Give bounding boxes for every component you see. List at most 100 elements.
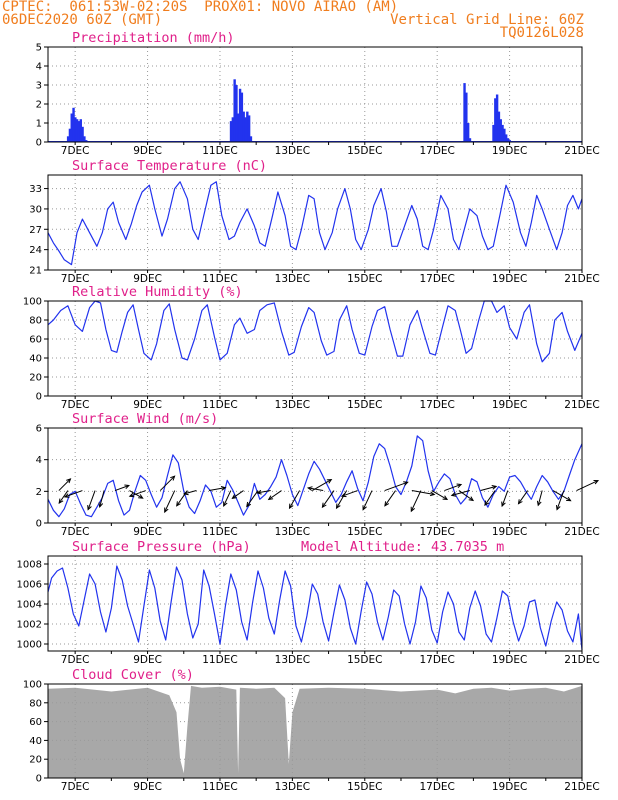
wind-vector-arrow: [128, 490, 146, 498]
wind-arrow-shaft: [223, 490, 232, 507]
rh-xtick-label: 7DEC: [61, 399, 90, 411]
wind-arrow-shaft: [321, 490, 335, 508]
temp-xtick-label: 11DEC: [202, 273, 237, 285]
precip-bar: [229, 121, 233, 142]
wind-arrow-shaft: [268, 490, 282, 500]
precip-bar: [77, 121, 81, 142]
wind-vector-arrow: [306, 486, 324, 492]
rh-ytick-label: 60: [29, 335, 42, 346]
precip-xtick-label: 17DEC: [419, 145, 454, 157]
wind-xtick-label: 13DEC: [275, 526, 310, 538]
wind-vector-arrow: [458, 490, 475, 502]
precip-bar: [494, 98, 497, 142]
wind-ytick-label: 0: [36, 519, 42, 530]
cloud-frame: [47, 683, 583, 779]
precip-bar: [463, 83, 466, 142]
pressure-xtick-label: 19DEC: [492, 654, 527, 666]
pressure-line: [47, 565, 583, 651]
cloud-title: Cloud Cover (%): [72, 667, 194, 683]
wind-vector-arrow: [431, 490, 449, 500]
wind-arrow-head: [170, 475, 176, 481]
wind-arrow-shaft: [410, 490, 422, 512]
pressure-xtick-label: 9DEC: [133, 654, 162, 666]
rh-ytick-label: 20: [29, 373, 42, 384]
temp-ytick-label: 27: [29, 225, 42, 236]
precip-bar: [66, 136, 70, 142]
cloud-ytick-label: 20: [29, 755, 42, 766]
wind-arrow-shaft: [518, 490, 529, 505]
wind-vector-arrow: [536, 490, 543, 507]
pressure-xtick-label: 21DEC: [564, 654, 599, 666]
precip-bar: [238, 88, 242, 142]
wind-ytick-label: 6: [36, 424, 42, 435]
cloud-xtick-label: 21DEC: [564, 781, 599, 793]
pressure-xtick-label: 17DEC: [419, 654, 454, 666]
rh-title: Relative Humidity (%): [72, 284, 243, 300]
pressure-ytick-label: 1002: [17, 620, 42, 631]
precip-bar: [233, 79, 236, 142]
wind-arrow-shaft: [444, 483, 462, 492]
wind-arrow-head: [87, 505, 92, 511]
wind-arrow-head: [326, 479, 333, 484]
precip-bar: [465, 92, 468, 142]
temp-frame: [47, 174, 583, 271]
wind-xtick-label: 21DEC: [564, 526, 599, 538]
wind-vector-arrow: [209, 486, 227, 492]
wind-arrow-shaft: [99, 490, 105, 508]
header-location: CPTEC: 061:53W-02:20S PROX01: NOVO AIRAO…: [2, 0, 399, 15]
precip-bar: [74, 117, 77, 142]
wind-vector-arrow: [501, 490, 509, 508]
cloud-xtick-label: 7DEC: [61, 781, 90, 793]
precip-bar: [237, 113, 240, 142]
pressure-xtick-label: 13DEC: [275, 654, 310, 666]
precip-bar: [81, 126, 84, 142]
precip-bar: [70, 113, 73, 142]
wind-line: [47, 435, 583, 518]
precip-bar: [506, 138, 510, 142]
wind-arrow-shaft: [308, 487, 324, 492]
pressure-xtick-label: 11DEC: [202, 654, 237, 666]
wind-arrow-head: [306, 486, 313, 491]
wind-vector-arrow: [288, 490, 301, 510]
wind-title: Surface Wind (m/s): [72, 411, 218, 427]
wind-vector-arrow: [321, 490, 335, 509]
precip-ytick-label: 3: [36, 81, 42, 92]
temp-xtick-label: 21DEC: [564, 273, 599, 285]
wind-xtick-label: 7DEC: [61, 526, 90, 538]
wind-arrow-head: [403, 481, 409, 486]
wind-arrow-head: [321, 502, 327, 509]
wind-arrow-shaft: [232, 490, 244, 499]
wind-arrow-head: [220, 486, 227, 491]
wind-arrow-shaft: [87, 490, 96, 510]
wind-arrow-shaft: [484, 490, 496, 506]
rh-xtick-label: 9DEC: [133, 399, 162, 411]
wind-vector-arrow: [164, 490, 176, 514]
cloud-cover-area: [48, 685, 582, 778]
precip-bar: [504, 134, 508, 142]
cloud-xtick-label: 17DEC: [419, 781, 454, 793]
wind-arrow-shaft: [246, 490, 259, 507]
precip-frame: [47, 46, 583, 143]
temp-xtick-label: 19DEC: [492, 273, 527, 285]
wind-arrow-shaft: [58, 478, 71, 491]
precip-bar: [246, 111, 249, 142]
temp-xtick-label: 7DEC: [61, 273, 90, 285]
wind-arrow-shaft: [184, 490, 197, 495]
cloud-ytick-label: 100: [23, 680, 42, 691]
rh-frame: [47, 300, 583, 397]
wind-arrow-shaft: [384, 481, 408, 492]
wind-arrow-head: [231, 494, 237, 499]
wind-arrow-head: [58, 498, 64, 504]
precip-bar: [247, 115, 251, 142]
wind-arrow-head: [124, 484, 130, 490]
pressure-ytick-label: 1004: [17, 600, 42, 611]
wind-vector-arrow: [63, 490, 83, 498]
wind-xtick-label: 9DEC: [133, 526, 162, 538]
pressure-frame: [47, 555, 583, 652]
header-run-time: 06DEC2020 60Z (GMT): [2, 12, 163, 28]
precip-bar: [72, 107, 75, 142]
wind-ytick-label: 2: [36, 487, 42, 498]
precip-ytick-label: 5: [36, 43, 42, 54]
wind-arrow-head: [66, 478, 72, 484]
